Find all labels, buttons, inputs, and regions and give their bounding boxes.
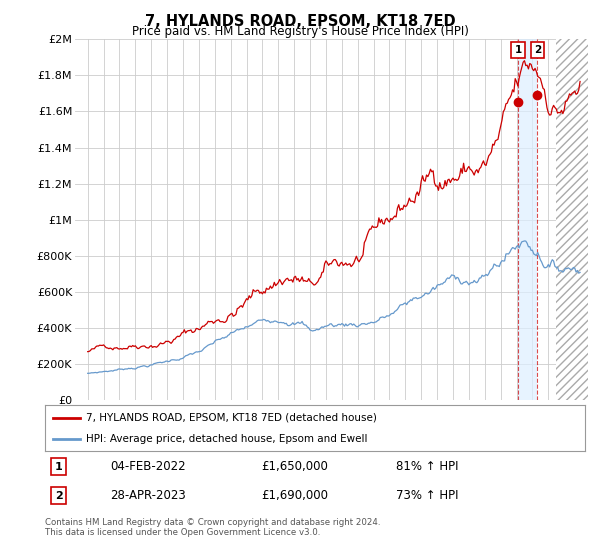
Text: 7, HYLANDS ROAD, EPSOM, KT18 7ED (detached house): 7, HYLANDS ROAD, EPSOM, KT18 7ED (detach… [86, 413, 376, 423]
Bar [518, 39, 538, 400]
Text: 1: 1 [514, 45, 521, 55]
Text: 1: 1 [55, 461, 62, 472]
Text: 2: 2 [55, 491, 62, 501]
Text: 04-FEB-2022: 04-FEB-2022 [110, 460, 185, 473]
Text: £1,690,000: £1,690,000 [261, 489, 328, 502]
Text: HPI: Average price, detached house, Epsom and Ewell: HPI: Average price, detached house, Epso… [86, 435, 367, 444]
Text: Price paid vs. HM Land Registry's House Price Index (HPI): Price paid vs. HM Land Registry's House … [131, 25, 469, 38]
Text: 28-APR-2023: 28-APR-2023 [110, 489, 185, 502]
Text: 2: 2 [534, 45, 541, 55]
Bar [556, 39, 596, 400]
Text: 73% ↑ HPI: 73% ↑ HPI [396, 489, 458, 502]
Text: £1,650,000: £1,650,000 [261, 460, 328, 473]
Text: Contains HM Land Registry data © Crown copyright and database right 2024.
This d: Contains HM Land Registry data © Crown c… [45, 518, 380, 538]
Text: 81% ↑ HPI: 81% ↑ HPI [396, 460, 458, 473]
Text: 7, HYLANDS ROAD, EPSOM, KT18 7ED: 7, HYLANDS ROAD, EPSOM, KT18 7ED [145, 14, 455, 29]
